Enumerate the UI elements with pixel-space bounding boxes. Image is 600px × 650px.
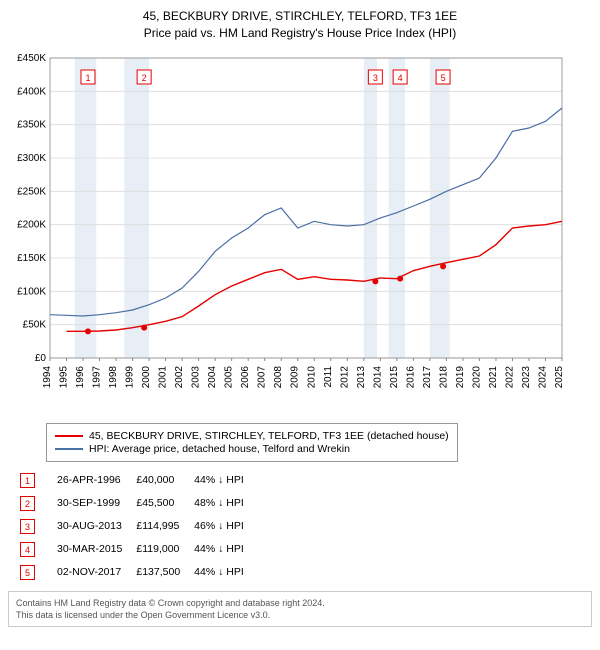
svg-text:1996: 1996 bbox=[75, 365, 86, 388]
svg-text:2021: 2021 bbox=[488, 365, 499, 388]
svg-text:2020: 2020 bbox=[471, 365, 482, 388]
legend-label: HPI: Average price, detached house, Telf… bbox=[89, 443, 350, 455]
svg-text:3: 3 bbox=[373, 73, 378, 83]
sale-pct: 46% ↓ HPI bbox=[194, 516, 256, 537]
title-line2: Price paid vs. HM Land Registry's House … bbox=[8, 25, 592, 42]
title-line1: 45, BECKBURY DRIVE, STIRCHLEY, TELFORD, … bbox=[8, 8, 592, 25]
sale-pct: 48% ↓ HPI bbox=[194, 493, 256, 514]
svg-text:2002: 2002 bbox=[174, 365, 185, 388]
table-row: 5 02-NOV-2017 £137,500 44% ↓ HPI bbox=[20, 562, 256, 583]
price-chart: £0 £50K £100K £150K £200K £250K £300K £350K £400… bbox=[8, 50, 568, 410]
svg-text:2005: 2005 bbox=[224, 365, 235, 388]
svg-text:2004: 2004 bbox=[207, 365, 218, 388]
sale-index: 5 bbox=[20, 565, 35, 580]
sale-index: 3 bbox=[20, 519, 35, 534]
sale-index: 4 bbox=[20, 542, 35, 557]
sale-price: £114,995 bbox=[136, 516, 192, 537]
svg-text:1998: 1998 bbox=[108, 365, 119, 388]
sale-date: 02-NOV-2017 bbox=[57, 562, 134, 583]
svg-text:2019: 2019 bbox=[455, 365, 466, 388]
svg-text:2000: 2000 bbox=[141, 365, 152, 388]
sales-table: 1 26-APR-1996 £40,000 44% ↓ HPI2 30-SEP-… bbox=[18, 468, 258, 585]
sale-date: 30-AUG-2013 bbox=[57, 516, 134, 537]
svg-text:1994: 1994 bbox=[42, 365, 53, 388]
table-row: 2 30-SEP-1999 £45,500 48% ↓ HPI bbox=[20, 493, 256, 514]
table-row: 1 26-APR-1996 £40,000 44% ↓ HPI bbox=[20, 470, 256, 491]
svg-text:2007: 2007 bbox=[257, 365, 268, 388]
svg-text:2025: 2025 bbox=[554, 365, 565, 388]
svg-text:2010: 2010 bbox=[306, 365, 317, 388]
svg-text:1: 1 bbox=[85, 73, 90, 83]
svg-text:£150K: £150K bbox=[17, 253, 46, 264]
table-row: 3 30-AUG-2013 £114,995 46% ↓ HPI bbox=[20, 516, 256, 537]
svg-text:2009: 2009 bbox=[290, 365, 301, 388]
sale-date: 26-APR-1996 bbox=[57, 470, 134, 491]
svg-text:2023: 2023 bbox=[521, 365, 532, 388]
svg-text:2018: 2018 bbox=[438, 365, 449, 388]
svg-text:2003: 2003 bbox=[191, 365, 202, 388]
svg-text:2017: 2017 bbox=[422, 365, 433, 388]
svg-text:£0: £0 bbox=[35, 353, 47, 364]
svg-text:1995: 1995 bbox=[59, 365, 70, 388]
footer-attribution: Contains HM Land Registry data © Crown c… bbox=[8, 591, 592, 627]
sale-date: 30-MAR-2015 bbox=[57, 539, 134, 560]
svg-text:£350K: £350K bbox=[17, 119, 46, 130]
legend: 45, BECKBURY DRIVE, STIRCHLEY, TELFORD, … bbox=[46, 423, 458, 462]
svg-text:£300K: £300K bbox=[17, 153, 46, 164]
sale-price: £137,500 bbox=[136, 562, 192, 583]
svg-text:2012: 2012 bbox=[339, 365, 350, 388]
svg-text:2006: 2006 bbox=[240, 365, 251, 388]
svg-text:£200K: £200K bbox=[17, 219, 46, 230]
svg-text:£50K: £50K bbox=[23, 319, 47, 330]
svg-text:2011: 2011 bbox=[323, 365, 334, 387]
svg-text:£400K: £400K bbox=[17, 86, 46, 97]
table-row: 4 30-MAR-2015 £119,000 44% ↓ HPI bbox=[20, 539, 256, 560]
svg-text:4: 4 bbox=[398, 73, 403, 83]
sale-index: 2 bbox=[20, 496, 35, 511]
svg-text:2022: 2022 bbox=[504, 365, 515, 388]
sale-price: £119,000 bbox=[136, 539, 192, 560]
svg-text:£450K: £450K bbox=[17, 53, 46, 64]
svg-text:2015: 2015 bbox=[389, 365, 400, 388]
svg-text:5: 5 bbox=[441, 73, 446, 83]
sale-index: 1 bbox=[20, 473, 35, 488]
sale-date: 30-SEP-1999 bbox=[57, 493, 134, 514]
svg-text:2001: 2001 bbox=[158, 365, 169, 388]
svg-text:2: 2 bbox=[142, 73, 147, 83]
svg-text:1997: 1997 bbox=[92, 365, 103, 388]
svg-text:2024: 2024 bbox=[537, 365, 548, 388]
sale-price: £40,000 bbox=[136, 470, 192, 491]
svg-text:2014: 2014 bbox=[372, 365, 383, 388]
svg-text:2008: 2008 bbox=[273, 365, 284, 388]
svg-text:1999: 1999 bbox=[125, 365, 136, 388]
svg-text:2016: 2016 bbox=[405, 365, 416, 388]
sale-price: £45,500 bbox=[136, 493, 192, 514]
svg-text:2013: 2013 bbox=[356, 365, 367, 388]
svg-text:£250K: £250K bbox=[17, 186, 46, 197]
svg-text:£100K: £100K bbox=[17, 286, 46, 297]
sale-pct: 44% ↓ HPI bbox=[194, 470, 256, 491]
legend-label: 45, BECKBURY DRIVE, STIRCHLEY, TELFORD, … bbox=[89, 430, 449, 442]
sale-pct: 44% ↓ HPI bbox=[194, 562, 256, 583]
sale-pct: 44% ↓ HPI bbox=[194, 539, 256, 560]
